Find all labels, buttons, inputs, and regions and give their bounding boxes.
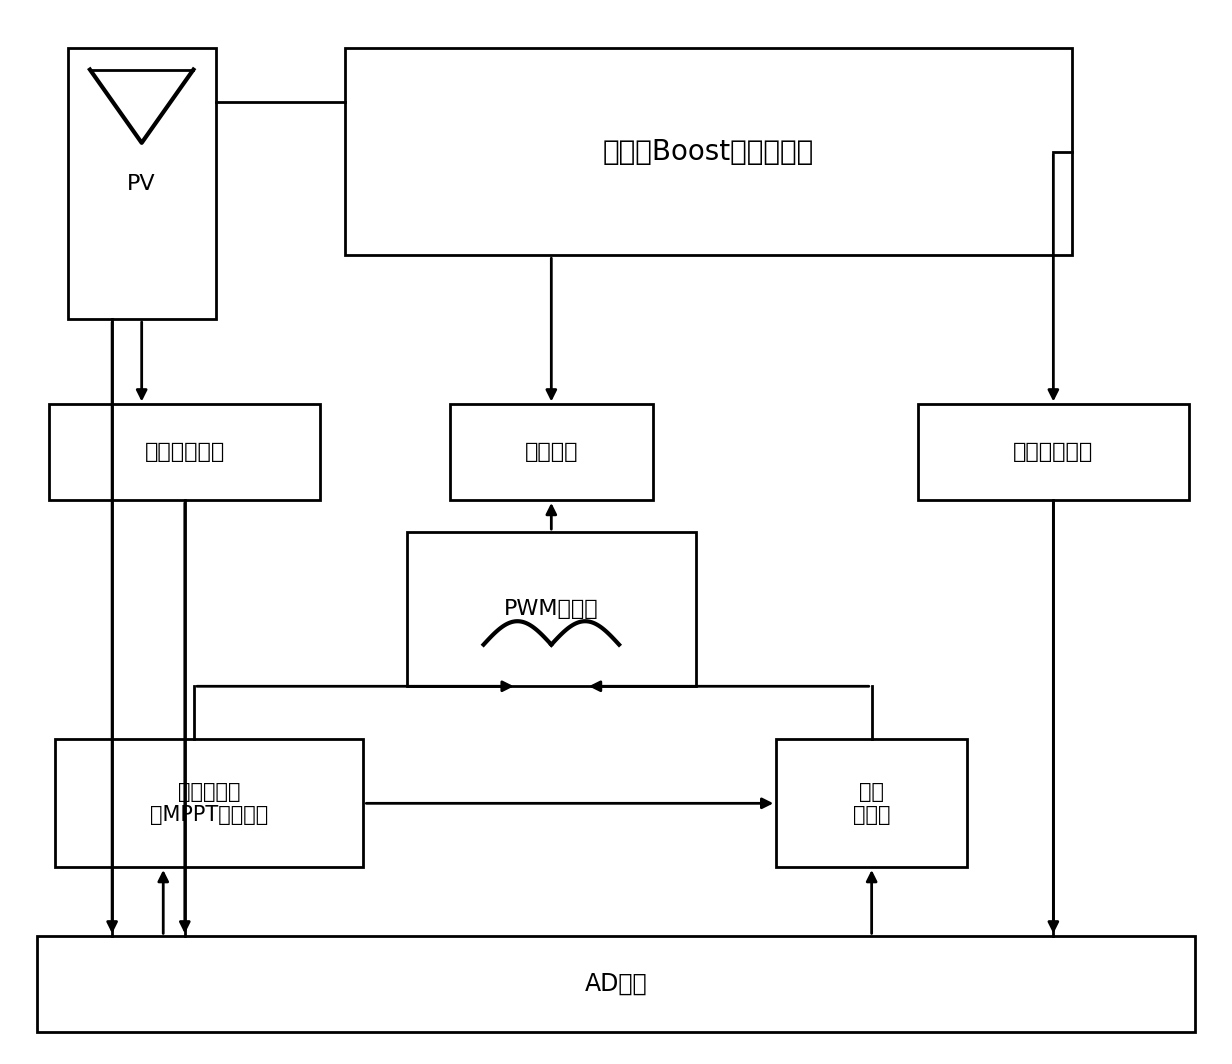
Text: 三电平Boost直流变换器: 三电平Boost直流变换器 <box>602 137 814 166</box>
Bar <box>55 739 363 867</box>
Bar <box>49 404 320 500</box>
Bar <box>450 404 653 500</box>
Text: 最大功率点
（MPPT）控制器: 最大功率点 （MPPT）控制器 <box>150 782 269 825</box>
Bar <box>776 739 967 867</box>
Text: 输入调理电路: 输入调理电路 <box>144 443 225 462</box>
Bar <box>918 404 1189 500</box>
Text: PWM发生器: PWM发生器 <box>504 599 599 619</box>
Text: 模糊
控制器: 模糊 控制器 <box>853 782 891 825</box>
Text: PV: PV <box>127 173 156 194</box>
Text: 驱动电路: 驱动电路 <box>525 443 578 462</box>
Bar <box>37 936 1195 1032</box>
Text: 输出调理电路: 输出调理电路 <box>1013 443 1094 462</box>
Bar <box>345 48 1072 255</box>
Text: AD采样: AD采样 <box>585 972 647 996</box>
Bar <box>407 532 696 686</box>
Bar <box>68 48 216 319</box>
